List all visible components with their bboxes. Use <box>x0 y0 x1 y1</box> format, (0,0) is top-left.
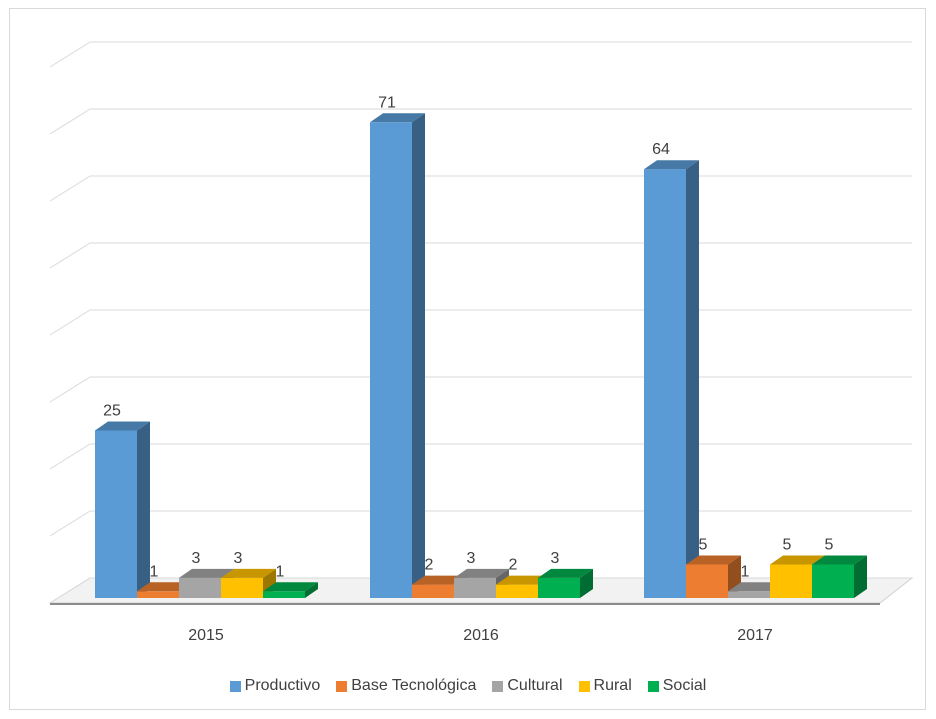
legend-swatch <box>578 680 590 692</box>
legend-label: Productivo <box>244 677 321 694</box>
bar-front <box>728 591 770 598</box>
data-label: 5 <box>699 537 708 554</box>
bar-front <box>770 564 812 598</box>
bar-front <box>137 591 179 598</box>
data-label: 3 <box>467 550 476 567</box>
gridline-side <box>49 376 91 403</box>
data-label: 1 <box>276 563 285 580</box>
gridline-side <box>49 510 91 537</box>
bar-top <box>644 160 699 170</box>
bar-top <box>686 555 741 565</box>
legend-swatch <box>229 680 241 692</box>
bar-front <box>644 169 686 598</box>
data-label: 2 <box>509 557 518 574</box>
legend-swatch <box>336 680 348 692</box>
bar-top <box>812 555 867 565</box>
bar-side <box>686 160 699 598</box>
x-tick-label: 2016 <box>463 627 499 644</box>
data-label: 64 <box>652 141 670 158</box>
legend-item: Productivo <box>229 677 321 695</box>
bar-front <box>179 577 221 598</box>
bar-top <box>370 113 425 123</box>
data-label: 5 <box>825 537 834 554</box>
bar-front <box>412 584 454 598</box>
legend-item: Base Tecnológica <box>336 677 476 695</box>
data-label: 1 <box>150 563 159 580</box>
gridline-side <box>49 577 91 604</box>
bar-top <box>137 582 192 592</box>
bar-top <box>770 555 825 565</box>
bar-front <box>454 577 496 598</box>
gridline-side <box>49 309 91 336</box>
data-label: 3 <box>551 550 560 567</box>
gridline-side <box>49 108 91 135</box>
bar-front <box>538 577 580 598</box>
data-label: 3 <box>234 550 243 567</box>
bar-top <box>538 568 593 578</box>
bar-front <box>496 584 538 598</box>
bar-front <box>812 564 854 598</box>
bar-top <box>496 575 551 585</box>
bar-front <box>686 564 728 598</box>
bar-side <box>580 568 593 598</box>
bar-top <box>221 568 276 578</box>
gridline-side <box>49 242 91 269</box>
data-label: 3 <box>192 550 201 567</box>
bar-top <box>179 568 234 578</box>
legend-label: Base Tecnológica <box>351 677 477 694</box>
bar-top <box>454 568 509 578</box>
data-label: 1 <box>741 563 750 580</box>
bar-side <box>854 555 867 598</box>
bar-side <box>305 582 318 598</box>
legend-swatch <box>492 680 504 692</box>
legend-item: Rural <box>578 677 632 695</box>
gridline-side <box>49 443 91 470</box>
bar-top <box>95 421 150 431</box>
bar-front <box>370 122 412 599</box>
bar-top <box>412 575 467 585</box>
bar-front <box>95 430 137 598</box>
x-tick-label: 2017 <box>737 627 773 644</box>
gridline-side <box>49 175 91 202</box>
bar-top <box>263 582 318 592</box>
data-label: 5 <box>783 537 792 554</box>
data-label: 71 <box>378 94 396 111</box>
legend-label: Social <box>662 677 707 694</box>
legend-label: Cultural <box>507 677 563 694</box>
data-label: 25 <box>103 403 121 420</box>
bar-front <box>221 577 263 598</box>
legend-label: Rural <box>593 677 632 694</box>
bar-front <box>263 591 305 598</box>
legend-swatch <box>647 680 659 692</box>
bar-top <box>728 582 783 592</box>
x-tick-label: 2015 <box>188 627 224 644</box>
bar-side <box>137 421 150 598</box>
bar-side <box>412 113 425 599</box>
legend-item: Cultural <box>492 677 563 695</box>
chart-legend: Productivo Base Tecnológica Cultural Rural S… <box>0 677 936 695</box>
gridline-side <box>49 41 91 68</box>
data-label: 2 <box>425 557 434 574</box>
legend-item: Social <box>647 677 707 695</box>
